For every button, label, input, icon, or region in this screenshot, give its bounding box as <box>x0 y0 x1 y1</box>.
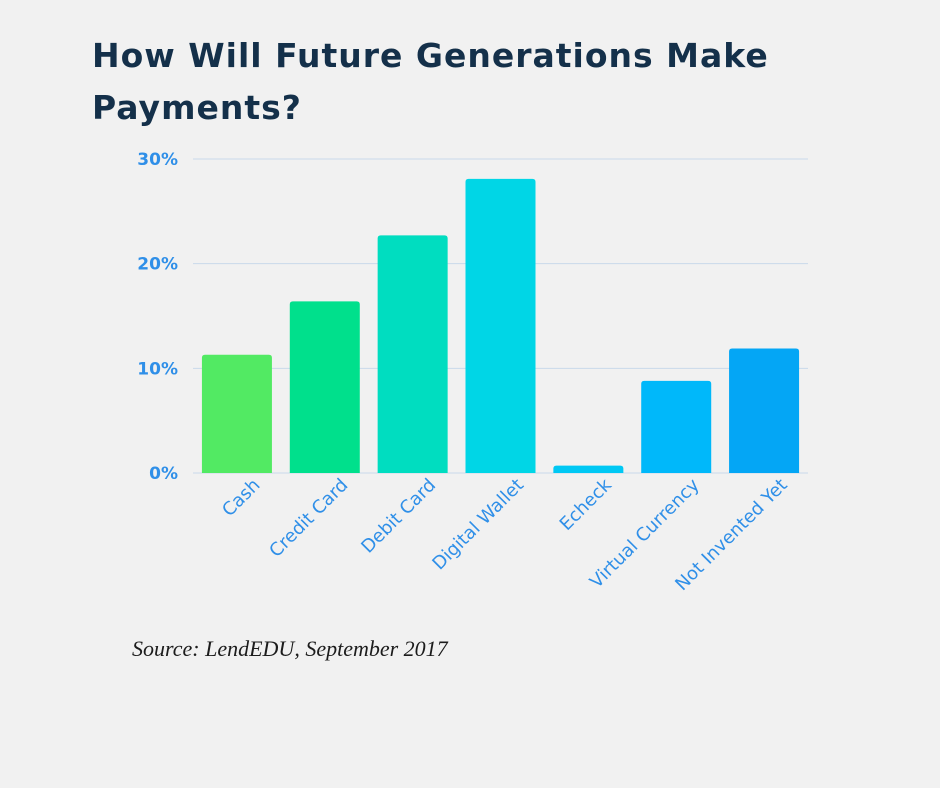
bar-credit-card <box>289 301 360 473</box>
source-note: Source: LendEDU, September 2017 <box>132 636 448 661</box>
bar-echeck <box>553 465 624 473</box>
x-tick-label: Debit Card <box>357 475 440 558</box>
bar-digital-wallet <box>465 178 536 474</box>
y-tick-label: 0% <box>149 464 178 484</box>
bars <box>201 178 800 474</box>
y-tick-label: 30% <box>137 150 178 170</box>
y-axis-ticks: 0% 10% 20% 30% <box>137 150 178 484</box>
x-tick-label: Credit Card <box>265 475 352 562</box>
bar-debit-card <box>377 235 448 473</box>
bar-virtual-currency <box>641 380 712 473</box>
chart-title: How Will Future Generations Make Payment… <box>92 36 769 127</box>
bar-cash <box>201 354 272 473</box>
bar-not-invented-yet <box>729 348 800 473</box>
x-tick-label: Cash <box>218 475 264 521</box>
y-tick-label: 20% <box>137 255 178 275</box>
y-tick-label: 10% <box>137 359 178 379</box>
x-tick-label: Echeck <box>556 474 617 535</box>
x-tick-label: Digital Wallet <box>428 475 528 575</box>
